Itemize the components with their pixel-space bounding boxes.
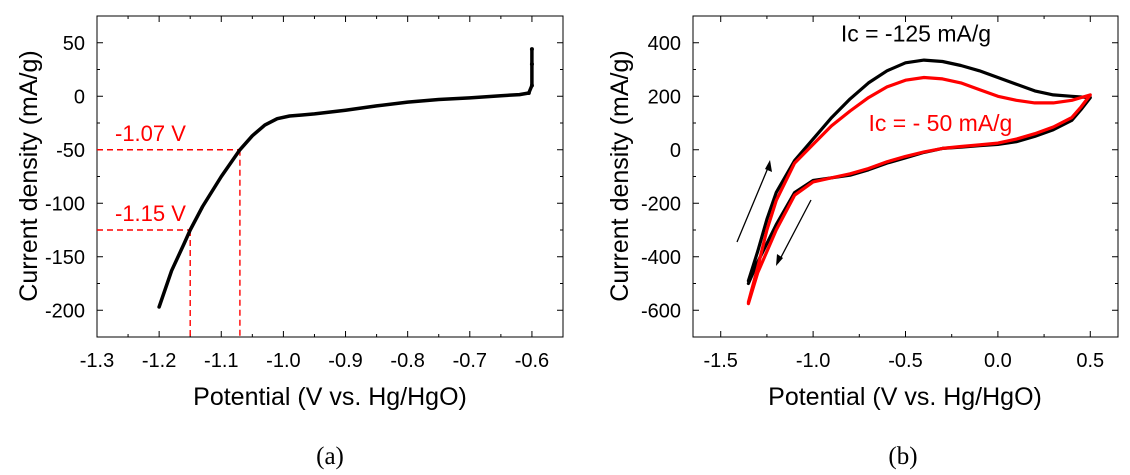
data-point <box>529 62 534 67</box>
panel-a-series <box>157 47 534 309</box>
panel-b-x-axis-title: Potential (V vs. Hg/HgO) <box>768 383 1042 411</box>
x-tick-label: 0.0 <box>984 350 1012 372</box>
y-tick-label: -600 <box>641 300 681 322</box>
data-point <box>529 83 534 88</box>
panel-b-ticks: -1.5 -1.0 -0.5 0.0 0.5 400 200 0 -200 -400 -600 <box>641 16 1118 372</box>
panel-a-caption: (a) <box>316 443 344 470</box>
y-tick-label: -150 <box>45 247 85 269</box>
panel-a-annotations: -1.07 V -1.15 V <box>115 121 186 226</box>
y-tick-label: -400 <box>641 247 681 269</box>
x-tick-label: -1.3 <box>80 350 114 372</box>
up-arrow-icon <box>736 162 771 243</box>
x-tick-label: -1.0 <box>266 350 300 372</box>
panel-b-arrows <box>736 160 812 266</box>
x-tick-label: 0.5 <box>1076 350 1104 372</box>
x-tick-label: -1.0 <box>796 350 830 372</box>
series-line-0 <box>746 58 1092 286</box>
panel-b-y-axis-title: Current density (mA/g) <box>606 50 634 301</box>
annotation-label: -1.07 V <box>115 121 186 146</box>
x-tick-label: -0.8 <box>390 350 424 372</box>
panel-b-series <box>746 58 1092 306</box>
x-tick-label: -0.5 <box>888 350 922 372</box>
y-tick-label: -200 <box>45 300 85 322</box>
panel-a: -1.3 -1.2 -1.1 -1.0 -0.9 -0.8 -0.7 -0.6 50 0 -50 -1… <box>15 15 564 470</box>
up-arrow-head-icon <box>765 160 772 172</box>
panel-b-annotations: Ic = -125 mA/g Ic = - 50 mA/g <box>841 20 1013 136</box>
panel-a-x-axis-title: Potential (V vs. Hg/HgO) <box>193 383 467 411</box>
x-tick-label: -0.6 <box>515 350 549 372</box>
annotation-label: -1.15 V <box>115 201 186 226</box>
y-tick-label: -50 <box>56 140 85 162</box>
panel-b-caption: (b) <box>888 443 917 470</box>
panel-b: -1.5 -1.0 -0.5 0.0 0.5 400 200 0 -200 -400 -600 Ic… <box>606 15 1119 470</box>
y-tick-label: 0 <box>74 86 85 108</box>
x-tick-label: -0.7 <box>453 350 487 372</box>
panel-a-y-axis-title: Current density (mA/g) <box>15 50 43 301</box>
y-tick-label: -200 <box>641 193 681 215</box>
series-line-0 <box>157 47 534 309</box>
panel-a-ticks: -1.3 -1.2 -1.1 -1.0 -0.9 -0.8 -0.7 -0.6 50 0 -50 -1… <box>45 16 563 372</box>
down-arrow-icon <box>777 199 812 264</box>
y-tick-label: 200 <box>648 86 681 108</box>
data-point <box>526 91 531 96</box>
y-tick-label: -100 <box>45 193 85 215</box>
y-tick-label: 0 <box>670 140 681 162</box>
x-tick-label: -1.5 <box>703 350 737 372</box>
y-tick-label: 50 <box>63 33 85 55</box>
y-tick-label: 400 <box>648 33 681 55</box>
x-tick-label: -1.2 <box>142 350 176 372</box>
data-point <box>529 47 534 52</box>
down-arrow-head-icon <box>776 254 783 266</box>
x-tick-label: -0.9 <box>328 350 362 372</box>
panel-a-guides <box>97 149 241 337</box>
series-label: Ic = -125 mA/g <box>841 20 991 46</box>
x-tick-label: -1.1 <box>204 350 238 372</box>
series-label: Ic = - 50 mA/g <box>869 110 1013 136</box>
series-line-1 <box>746 75 1092 306</box>
